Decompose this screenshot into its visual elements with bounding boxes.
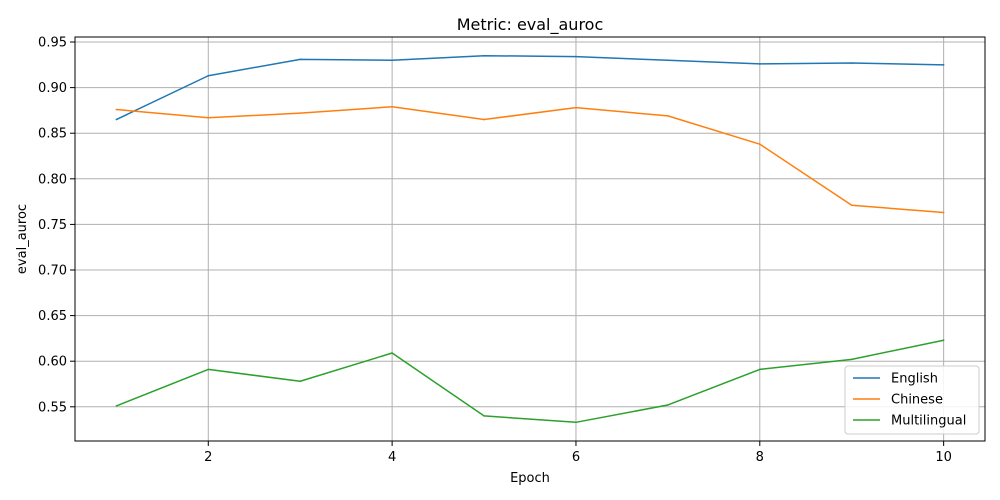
y-tick-label: 0.55 [38, 400, 67, 415]
data-point-chinese [758, 143, 761, 145]
data-point-chinese [207, 116, 210, 119]
data-point-english [575, 55, 577, 58]
data-point-english [115, 118, 118, 121]
x-tick-label: 2 [204, 450, 212, 465]
data-point-english [758, 63, 761, 65]
legend-label-english: English [891, 372, 938, 387]
legend-box [844, 365, 980, 435]
data-point-multilingual [667, 404, 669, 406]
data-point-multilingual [850, 358, 853, 361]
y-tick-label: 0.70 [38, 264, 67, 279]
y-axis-ticks: 0.55 0.60 0.65 0.70 0.75 0.80 0.85 0.90 0.95 [38, 36, 75, 415]
series-line-multilingual [116, 339, 944, 424]
data-point-multilingual [391, 352, 393, 354]
series-line-english [116, 54, 944, 121]
y-tick-label: 0.65 [38, 309, 67, 324]
legend-label-chinese: Chinese [891, 393, 943, 408]
data-point-english [299, 58, 302, 61]
plot-frame [74, 36, 986, 442]
data-point-chinese [575, 106, 577, 109]
data-point-chinese [942, 211, 945, 214]
legend: English Chinese Multilingual [844, 365, 980, 435]
y-tick-label: 0.80 [38, 172, 67, 187]
x-tick-label: 10 [935, 450, 952, 465]
data-point-english [850, 62, 853, 64]
plot-area [75, 37, 985, 441]
y-axis-title: eval_auroc [15, 204, 30, 274]
data-point-multilingual [115, 405, 118, 407]
y-tick-label: 0.75 [38, 218, 67, 233]
data-point-chinese [391, 105, 393, 108]
x-axis-ticks: 2 4 6 8 10 [204, 441, 952, 465]
legend-label-multilingual: Multilingual [891, 414, 966, 429]
y-tick-label: 0.60 [38, 355, 67, 370]
x-tick-label: 8 [756, 450, 764, 465]
data-point-multilingual [207, 368, 210, 371]
data-point-english [483, 54, 485, 57]
x-tick-label: 6 [572, 450, 580, 465]
data-point-multilingual [575, 421, 577, 424]
series-lines [115, 54, 945, 424]
chart-title: Metric: eval_auroc [457, 15, 604, 35]
series-line-chinese [116, 106, 944, 214]
data-point-chinese [483, 118, 485, 121]
data-point-chinese [667, 115, 669, 117]
data-point-english [391, 59, 393, 62]
x-axis-title: Epoch [510, 471, 550, 486]
data-point-english [207, 74, 210, 77]
x-tick-label: 4 [388, 450, 396, 465]
data-point-chinese [115, 108, 118, 111]
data-point-multilingual [299, 380, 302, 383]
data-point-multilingual [758, 368, 761, 371]
data-point-english [942, 64, 945, 66]
data-point-multilingual [942, 339, 945, 342]
y-tick-label: 0.95 [38, 36, 67, 51]
data-point-chinese [850, 204, 853, 207]
data-point-multilingual [483, 415, 485, 417]
y-tick-label: 0.85 [38, 127, 67, 142]
data-point-chinese [299, 112, 302, 114]
y-tick-label: 0.90 [38, 81, 67, 96]
data-point-english [667, 59, 669, 62]
